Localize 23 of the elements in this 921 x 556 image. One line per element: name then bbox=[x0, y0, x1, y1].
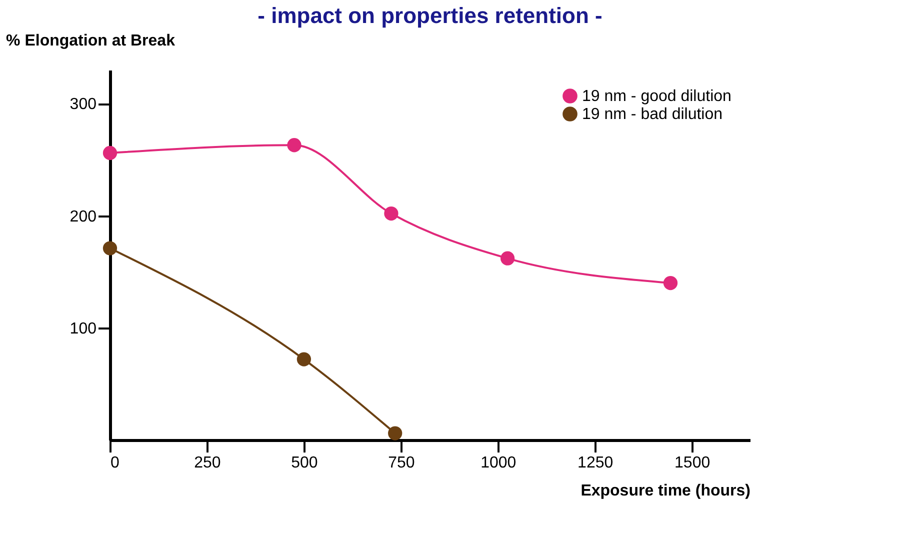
x-axis-title: Exposure time (hours) bbox=[580, 482, 750, 500]
legend-label: 19 nm - bad dilution bbox=[582, 106, 723, 123]
x-tick-label: 1250 bbox=[578, 454, 614, 472]
point bbox=[102, 241, 118, 256]
point bbox=[500, 251, 515, 266]
x-tick-label: 1500 bbox=[674, 454, 710, 472]
x-tick-label: 250 bbox=[194, 454, 221, 472]
point bbox=[384, 206, 398, 221]
x-tick-label: 0 bbox=[110, 454, 120, 472]
x-tick-label: 500 bbox=[291, 454, 318, 472]
point bbox=[388, 426, 402, 440]
x-tick-label: 750 bbox=[388, 454, 415, 472]
legend-label: 19 nm - good dilution bbox=[582, 88, 732, 105]
y-tick-label: 300 bbox=[70, 96, 97, 114]
y-tick-label: 100 bbox=[70, 320, 97, 338]
x-tick-label: 1000 bbox=[480, 454, 516, 472]
point bbox=[296, 352, 312, 366]
chart-title: - impact on properties retention - bbox=[258, 3, 602, 28]
point bbox=[287, 138, 302, 152]
y-tick-label: 200 bbox=[70, 208, 97, 226]
point bbox=[102, 146, 118, 160]
point bbox=[663, 276, 678, 290]
y-axis-title: % Elongation at Break bbox=[6, 32, 176, 50]
